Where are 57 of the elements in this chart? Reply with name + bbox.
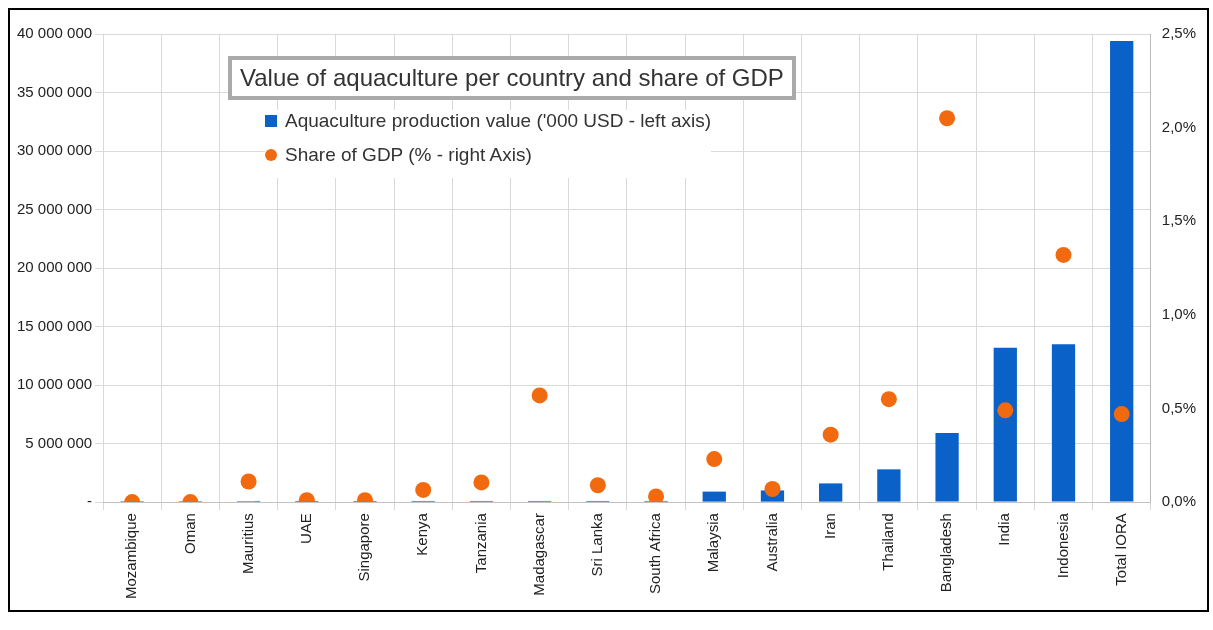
point — [997, 402, 1014, 419]
bar — [877, 469, 901, 502]
point — [648, 488, 665, 503]
bar — [1110, 41, 1134, 502]
y-tick-label: 35 000 000 — [17, 82, 93, 100]
bar — [935, 433, 959, 502]
legend-label: Share of GDP (% - right Axis) — [285, 144, 532, 166]
x-tick-label: Kenya — [413, 512, 431, 556]
x-tick-label: UAE — [296, 513, 314, 544]
bar — [819, 483, 843, 502]
y-tick-label: - — [87, 492, 93, 510]
y2-tick-label: 1,0% — [1161, 305, 1197, 323]
x-tick-label: Indonesia — [1053, 512, 1071, 579]
x-tick-label: Mauritius — [238, 513, 256, 574]
point — [473, 474, 490, 491]
point — [822, 426, 839, 443]
x-tick-label: Thailand — [879, 513, 897, 571]
point — [415, 481, 432, 498]
x-tick-label: Sri Lanka — [587, 512, 605, 577]
point — [240, 473, 257, 490]
point — [589, 477, 606, 494]
bar — [702, 491, 726, 502]
x-tick-label: Singapore — [355, 513, 373, 582]
x-tick-label: Australia — [762, 512, 780, 572]
point — [764, 481, 781, 498]
y2-tick-label: 0,5% — [1161, 398, 1197, 416]
y-tick-label: 30 000 000 — [17, 141, 93, 159]
y2-tick-label: 2,5% — [1161, 24, 1197, 42]
point — [706, 451, 723, 468]
point — [1113, 406, 1130, 423]
legend-label: Aquaculture production value ('000 USD - left axis) — [285, 110, 712, 132]
y-tick-label: 20 000 000 — [17, 258, 93, 276]
y-tick-label: 10 000 000 — [17, 375, 93, 393]
y-tick-label: 40 000 000 — [17, 24, 93, 42]
y2-tick-label: 0,0% — [1161, 492, 1197, 510]
point — [531, 387, 548, 404]
text: Value of aquaculture per country and share of GDP — [228, 56, 796, 100]
x-tick-label: Mozambique — [122, 513, 140, 600]
y2-tick-label: 1,5% — [1161, 211, 1197, 229]
y-tick-label: 5 000 000 — [25, 433, 93, 451]
x-tick-label: Total IORA — [1111, 513, 1129, 586]
x-tick-label: Bangladesh — [937, 513, 955, 593]
y-tick-label: 25 000 000 — [17, 199, 93, 217]
x-tick-label: Oman — [180, 513, 198, 554]
x-tick-label: Malaysia — [704, 512, 722, 573]
x-tick-label: South Africa — [646, 512, 664, 595]
y2-tick-label: 2,0% — [1161, 117, 1197, 135]
point — [880, 391, 897, 408]
x-tick-label: Iran — [820, 513, 838, 539]
bar — [993, 347, 1017, 502]
point — [1055, 246, 1072, 263]
bar — [1051, 344, 1076, 502]
x-tick-label: Madagascar — [529, 513, 547, 596]
x-tick-label: Tanzania — [471, 512, 489, 574]
y-tick-label: 15 000 000 — [17, 316, 93, 334]
point — [939, 110, 956, 127]
x-tick-label: India — [995, 512, 1013, 546]
